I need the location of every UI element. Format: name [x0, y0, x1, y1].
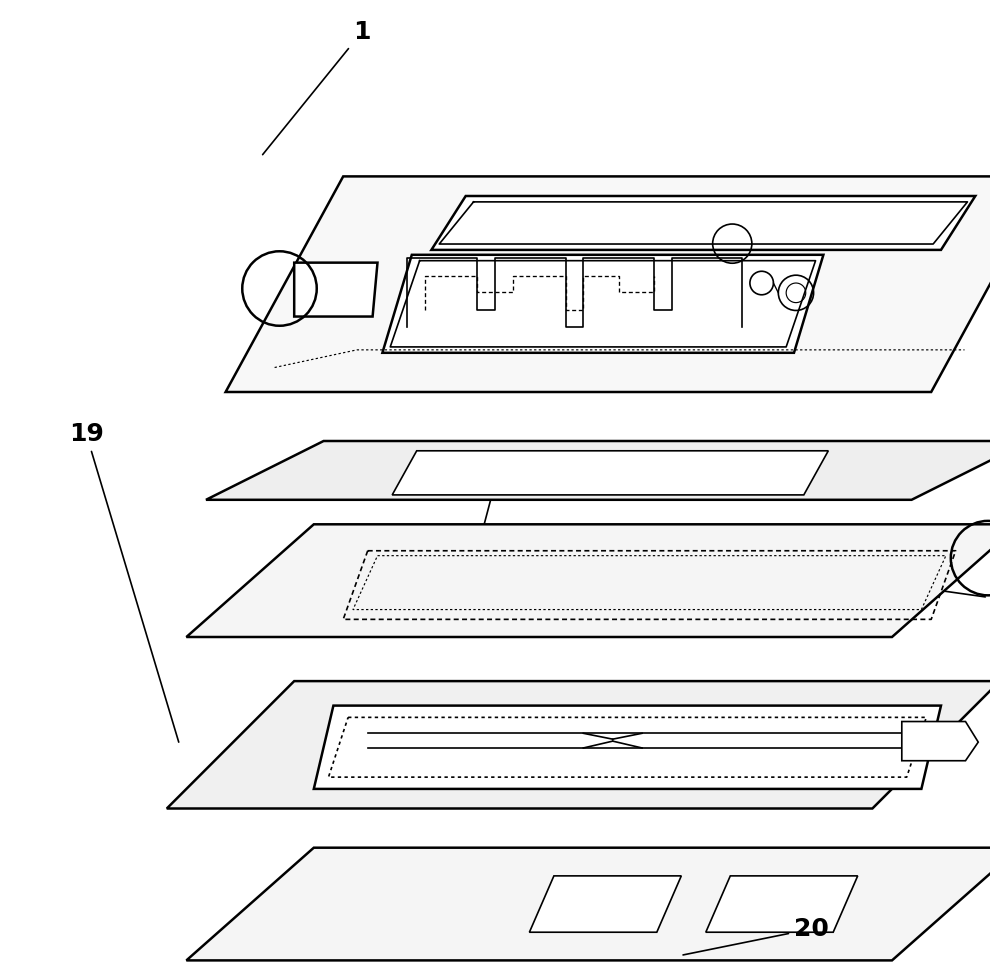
- Polygon shape: [226, 176, 1000, 392]
- Polygon shape: [294, 263, 377, 317]
- Text: 21: 21: [461, 467, 499, 559]
- Text: 1: 1: [263, 21, 370, 155]
- Polygon shape: [186, 848, 1000, 960]
- Text: 20: 20: [683, 917, 829, 955]
- Polygon shape: [902, 721, 978, 760]
- Text: 19: 19: [69, 422, 179, 742]
- Polygon shape: [382, 255, 823, 353]
- Polygon shape: [706, 876, 858, 932]
- Polygon shape: [206, 441, 1000, 500]
- Polygon shape: [167, 681, 1000, 808]
- Polygon shape: [392, 451, 828, 495]
- Text: 22: 22: [716, 550, 985, 597]
- Polygon shape: [529, 876, 681, 932]
- Polygon shape: [431, 196, 975, 250]
- Text: 2: 2: [0, 979, 1, 980]
- Polygon shape: [314, 706, 941, 789]
- Polygon shape: [186, 524, 1000, 637]
